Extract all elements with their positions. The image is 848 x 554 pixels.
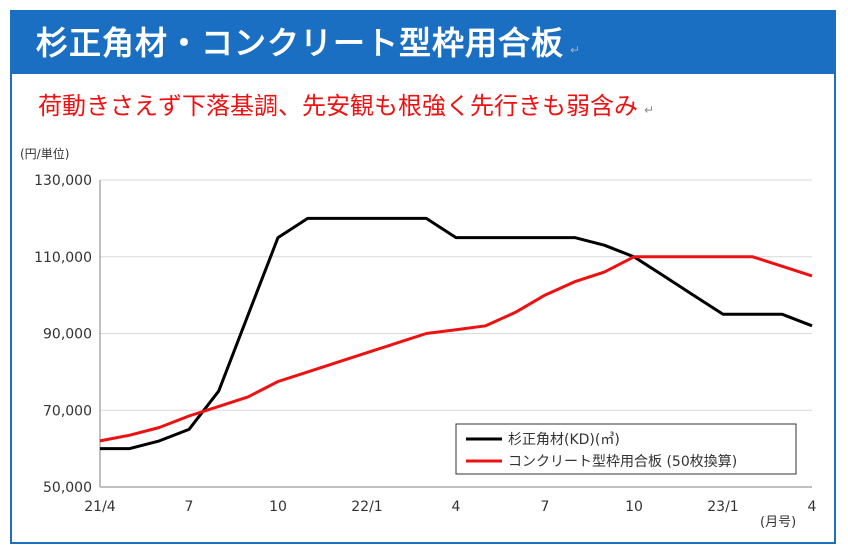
y-tick-label: 50,000 xyxy=(43,480,92,496)
y-tick-label: 70,000 xyxy=(43,403,92,419)
page-subtitle: 荷動きさえず下落基調、先安観も根強く先行きも弱含み ↵ xyxy=(38,92,655,120)
series-line-2 xyxy=(99,255,813,443)
y-tick-label: 90,000 xyxy=(43,327,92,343)
x-tick-label: 4 xyxy=(452,499,461,515)
x-tick-label: 7 xyxy=(541,499,550,515)
title-bar xyxy=(10,10,836,74)
series-line-1 xyxy=(100,216,813,451)
x-tick-label: 10 xyxy=(625,499,643,515)
x-tick-label: 7 xyxy=(185,499,194,515)
paragraph-mark-icon: ↵ xyxy=(644,103,655,117)
legend-label: 杉正角材(KD)(㎥) xyxy=(508,432,620,448)
x-tick-label: 23/1 xyxy=(707,499,738,515)
x-tick-label: 10 xyxy=(269,499,287,515)
y-tick-label: 130,000 xyxy=(34,173,92,189)
legend-label: コンクリート型枠用合板 (50枚換算) xyxy=(508,454,737,470)
x-tick-label: 22/1 xyxy=(351,499,382,515)
y-tick-label: 110,000 xyxy=(34,250,92,266)
x-tick-label: 4 xyxy=(808,499,817,515)
page-title: 杉正角材・コンクリート型枠用合板 ↵ xyxy=(36,24,582,62)
legend-box xyxy=(455,423,797,475)
y-axis-label: (円/単位) xyxy=(20,146,69,161)
x-tick-label: 21/4 xyxy=(84,499,116,515)
x-axis-label: (月号) xyxy=(760,515,796,530)
paragraph-mark-icon: ↵ xyxy=(570,43,582,57)
